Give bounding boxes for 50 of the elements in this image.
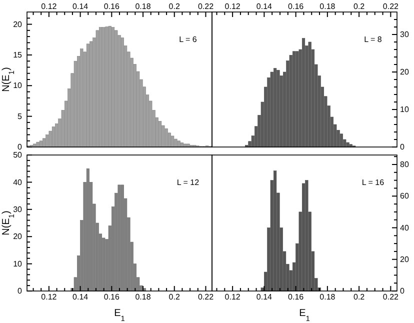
y2-tick-label: 10 bbox=[400, 105, 410, 114]
x-tick-label: 0.12 bbox=[224, 292, 241, 302]
y-tick-label: 10 bbox=[13, 259, 23, 268]
y2-tick-label: 60 bbox=[400, 192, 410, 201]
annotation: L = 6 bbox=[179, 35, 198, 44]
y2-tick-label: 80 bbox=[400, 160, 410, 170]
y-tick-label: 15 bbox=[13, 50, 23, 60]
y-tick-label: 50 bbox=[13, 150, 23, 160]
y-tick-label: 40 bbox=[13, 178, 23, 187]
x-tick-label: 0.2 bbox=[353, 292, 366, 302]
y-tick-label: 0 bbox=[18, 286, 23, 296]
x-tick-label: 0.16 bbox=[104, 292, 120, 302]
x-tick-label: 0.12 bbox=[224, 2, 241, 11]
x-tick-label: 0.18 bbox=[320, 292, 336, 302]
y-tick-label: 30 bbox=[13, 204, 23, 214]
y-tick-label: 5 bbox=[18, 112, 23, 121]
x-tick-label: 0.18 bbox=[320, 2, 336, 11]
y2-tick-label: 30 bbox=[400, 30, 410, 40]
x-tick-label: 0.22 bbox=[198, 292, 214, 302]
x-tick-label: 0.22 bbox=[198, 2, 214, 11]
y-tick-label: 20 bbox=[13, 20, 23, 29]
x-axis-title: E$_{1}$ bbox=[299, 308, 310, 322]
x-tick-label: 0.16 bbox=[288, 2, 304, 11]
x-tick-label: 0.18 bbox=[135, 2, 152, 11]
y-tick-label: 0 bbox=[18, 142, 23, 152]
y2-tick-label: 0 bbox=[400, 286, 405, 296]
y-tick-label: 10 bbox=[13, 81, 23, 90]
x-tick-label: 0.14 bbox=[72, 2, 89, 11]
x-tick-label: 0.14 bbox=[256, 2, 273, 11]
x-tick-label: 0.12 bbox=[41, 2, 58, 11]
y2-tick-label: 20 bbox=[400, 68, 410, 77]
annotation: L = 12 bbox=[176, 178, 200, 187]
x-tick-label: 0.16 bbox=[104, 2, 120, 11]
y2-tick-label: 20 bbox=[400, 254, 410, 264]
x-tick-label: 0.18 bbox=[135, 292, 152, 302]
x-tick-label: 0.14 bbox=[72, 292, 89, 302]
x-tick-label: 0.14 bbox=[256, 292, 273, 302]
y2-tick-label: 40 bbox=[400, 223, 410, 232]
x-tick-label: 0.16 bbox=[288, 292, 304, 302]
x-tick-label: 0.2 bbox=[168, 292, 180, 302]
y2-tick-label: 0 bbox=[400, 142, 405, 152]
x-tick-label: 0.2 bbox=[353, 2, 366, 11]
annotation: L = 16 bbox=[362, 178, 385, 187]
x-axis-title: E$_{1}$ bbox=[114, 308, 125, 322]
annotation: L = 8 bbox=[364, 35, 382, 44]
x-tick-label: 0.12 bbox=[41, 292, 58, 302]
y-tick-label: 20 bbox=[13, 232, 23, 242]
x-tick-label: 0.22 bbox=[382, 292, 400, 302]
x-tick-label: 0.22 bbox=[382, 2, 400, 11]
x-tick-label: 0.2 bbox=[168, 2, 180, 11]
